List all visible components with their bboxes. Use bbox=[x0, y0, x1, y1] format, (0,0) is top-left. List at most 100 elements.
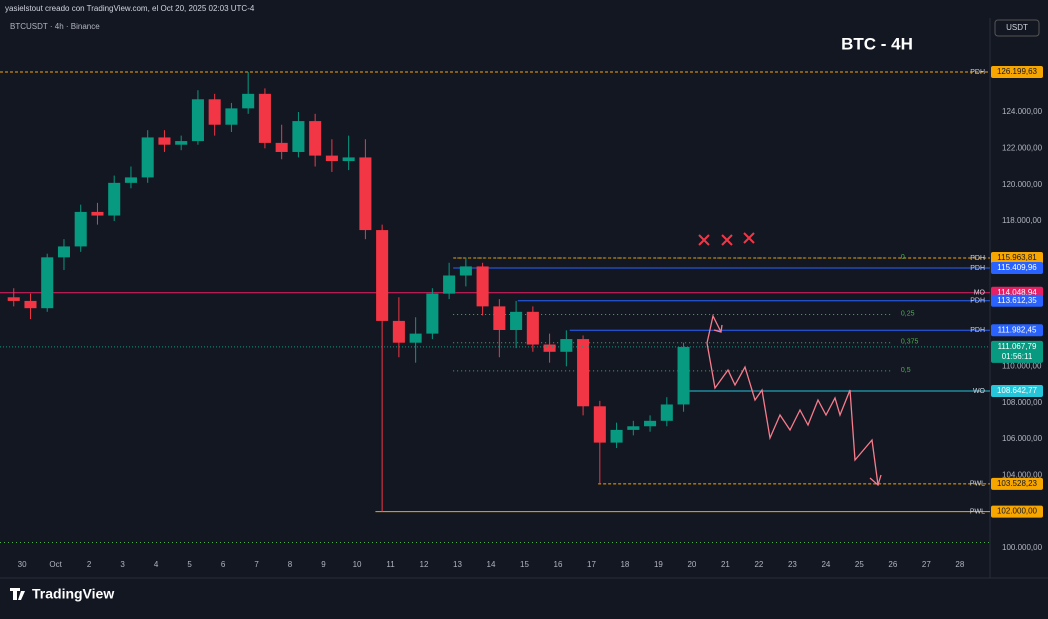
x-tick-label: 4 bbox=[154, 560, 159, 569]
candle-body bbox=[191, 99, 204, 142]
current-price-label: 111.067,79 bbox=[998, 342, 1037, 351]
candle-body bbox=[409, 333, 422, 343]
candle-body bbox=[7, 297, 20, 301]
candle-body bbox=[493, 306, 506, 330]
price-tag-label: 102.000,00 bbox=[997, 507, 1038, 516]
chart-title: BTC - 4H bbox=[841, 34, 913, 53]
level-name: PDH bbox=[970, 265, 985, 272]
candle-body bbox=[459, 266, 472, 276]
caption: yasielstout creado con TradingView.com, … bbox=[5, 4, 255, 13]
y-tick-label: 122.000,00 bbox=[1002, 143, 1043, 152]
x-tick-label: 10 bbox=[353, 560, 362, 569]
x-tick-label: 19 bbox=[654, 560, 663, 569]
price-tag bbox=[991, 66, 1043, 79]
candle-body bbox=[292, 121, 305, 152]
x-tick-label: 11 bbox=[386, 560, 395, 569]
candle-body bbox=[309, 121, 322, 156]
brand-logo: TradingView bbox=[10, 586, 114, 602]
x-tick-label: 27 bbox=[922, 560, 931, 569]
cross-marks bbox=[698, 232, 755, 246]
x-tick-label: 2 bbox=[87, 560, 92, 569]
candle-body bbox=[175, 141, 188, 145]
candle-body bbox=[91, 211, 104, 216]
price-tag bbox=[991, 251, 1043, 264]
candle-body bbox=[476, 266, 489, 307]
fib-label: 0,5 bbox=[901, 367, 911, 374]
level-name: PDH bbox=[970, 298, 985, 305]
candle-body bbox=[342, 157, 355, 162]
x-tick-label: 9 bbox=[321, 560, 326, 569]
x-tick-label: 6 bbox=[221, 560, 226, 569]
x-tick-label: 25 bbox=[855, 560, 864, 569]
currency-box bbox=[994, 19, 1040, 37]
candle-body bbox=[141, 137, 154, 178]
candle-body bbox=[644, 420, 657, 427]
candle-body bbox=[660, 404, 673, 421]
candle-body bbox=[359, 157, 372, 231]
level-name: WO bbox=[973, 388, 986, 395]
candle-body bbox=[577, 339, 590, 407]
x-tick-label: 18 bbox=[620, 560, 629, 569]
fib-label: 0,25 bbox=[901, 310, 915, 317]
price-tag bbox=[991, 262, 1043, 275]
price-tag-label: 113.612,35 bbox=[997, 296, 1037, 305]
x-tick-label: 30 bbox=[18, 560, 27, 569]
candle-body bbox=[560, 339, 573, 352]
level-name: PDH bbox=[970, 69, 985, 76]
brand: TradingView bbox=[32, 586, 114, 602]
y-tick-label: 118.000,00 bbox=[1002, 216, 1042, 225]
x-tick-label: 14 bbox=[487, 560, 496, 569]
candle-body bbox=[108, 182, 121, 216]
candle-body bbox=[242, 93, 255, 109]
candle-body bbox=[677, 346, 690, 405]
x-tick-label: 3 bbox=[120, 560, 125, 569]
level-name: PDH bbox=[970, 255, 985, 262]
candle-body bbox=[510, 311, 523, 330]
price-tag-label: 126.199,63 bbox=[997, 67, 1038, 76]
x-tick-label: Oct bbox=[49, 560, 62, 569]
candle-body bbox=[208, 99, 221, 125]
x-tick-label: 22 bbox=[754, 560, 763, 569]
x-tick-label: 17 bbox=[587, 560, 596, 569]
x-tick-label: 13 bbox=[453, 560, 462, 569]
candle-body bbox=[610, 429, 623, 443]
price-tag bbox=[991, 477, 1043, 490]
price-tag-label: 111.982,45 bbox=[998, 325, 1037, 334]
y-tick-label: 106.000,00 bbox=[1002, 434, 1043, 443]
projection-path bbox=[706, 314, 882, 487]
x-tick-label: 21 bbox=[721, 560, 730, 569]
candle-body bbox=[443, 275, 456, 294]
current-price-tag bbox=[991, 340, 1043, 363]
y-tick-label: 104.000,00 bbox=[1002, 470, 1043, 479]
candle-body bbox=[275, 142, 288, 152]
candle-body bbox=[41, 257, 54, 309]
price-tag-label: 115.963,81 bbox=[997, 253, 1037, 262]
level-name: PWL bbox=[970, 508, 985, 515]
x-tick-label: 16 bbox=[554, 560, 563, 569]
candle-body bbox=[57, 246, 70, 258]
price-tag bbox=[991, 294, 1043, 307]
fib-label: 0 bbox=[901, 254, 905, 261]
price-tag bbox=[991, 384, 1043, 397]
currency: USDT bbox=[1006, 23, 1028, 32]
y-tick-label: 100.000,00 bbox=[1002, 543, 1043, 552]
symbol: BTCUSDT · 4h · Binance bbox=[10, 22, 100, 31]
candle-body bbox=[426, 293, 439, 334]
candle-body bbox=[526, 311, 539, 345]
fib-label: 0,375 bbox=[901, 339, 919, 346]
price-tag-label: 114.048,94 bbox=[997, 288, 1037, 297]
candle-body bbox=[593, 406, 606, 443]
y-tick-label: 110.000,00 bbox=[1002, 361, 1042, 370]
x-tick-label: 5 bbox=[187, 560, 192, 569]
x-tick-label: 7 bbox=[254, 560, 259, 569]
candle-body bbox=[74, 211, 87, 247]
level-name: PWL bbox=[970, 481, 985, 488]
price-tag bbox=[991, 324, 1043, 337]
candle-body bbox=[392, 320, 405, 343]
price-tag-label: 103.528,23 bbox=[997, 479, 1038, 488]
x-tick-label: 28 bbox=[955, 560, 964, 569]
x-tick-label: 24 bbox=[821, 560, 830, 569]
